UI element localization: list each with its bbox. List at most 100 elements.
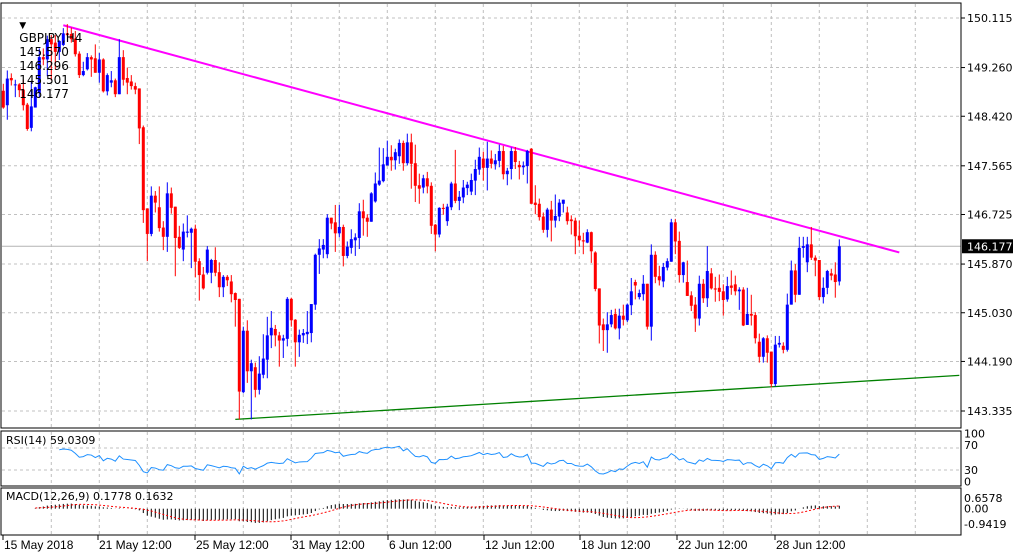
bearish-candle: [25, 104, 29, 130]
rsi-tick-label: 70: [964, 439, 978, 452]
bullish-candle: [81, 71, 85, 76]
bullish-candle: [477, 156, 481, 170]
bullish-candle: [473, 168, 477, 181]
bearish-candle: [597, 288, 601, 326]
bearish-candle: [333, 222, 337, 234]
bullish-candle: [761, 338, 765, 357]
bearish-candle: [17, 84, 21, 91]
bullish-candle: [405, 142, 409, 164]
bearish-candle: [245, 330, 249, 372]
bearish-candle: [41, 57, 45, 60]
bearish-candle: [753, 315, 757, 339]
bullish-candle: [285, 298, 289, 339]
bearish-candle: [833, 274, 837, 283]
macd-tick-label: 0.00: [964, 503, 989, 516]
bearish-candle: [657, 276, 661, 281]
bullish-candle: [85, 57, 89, 70]
rsi-panel-frame: [0, 430, 962, 487]
bullish-candle: [661, 266, 665, 282]
bearish-candle: [225, 276, 229, 281]
bullish-candle: [209, 260, 213, 273]
bearish-candle: [721, 291, 725, 300]
bearish-candle: [481, 158, 485, 168]
bullish-candle: [805, 244, 809, 263]
bullish-candle: [525, 151, 529, 167]
time-tick-label: 28 Jun 12:00: [776, 538, 846, 552]
bullish-candle: [421, 178, 425, 188]
bullish-candle: [509, 151, 513, 169]
dropdown-triangle-icon[interactable]: ▼: [19, 21, 27, 31]
price-tick-label: 143.335: [967, 405, 1013, 418]
main-panel-frame: [0, 2, 962, 429]
bearish-candle: [429, 185, 433, 226]
bearish-candle: [329, 217, 333, 224]
bullish-candle: [553, 215, 557, 221]
low-value: 145.501: [19, 73, 69, 87]
bearish-candle: [413, 163, 417, 186]
bullish-candle: [457, 196, 461, 201]
bullish-candle: [353, 237, 357, 241]
bearish-candle: [193, 228, 197, 262]
bearish-candle: [489, 158, 493, 164]
price-tick-label: 145.870: [967, 258, 1013, 271]
bearish-candle: [513, 151, 517, 163]
bullish-candle: [777, 342, 781, 345]
bearish-candle: [49, 39, 53, 45]
bullish-candle: [33, 87, 37, 108]
bullish-candle: [241, 330, 245, 393]
bullish-candle: [545, 209, 549, 230]
bearish-candle: [93, 58, 97, 73]
price-tick-label: 148.420: [967, 110, 1013, 123]
bullish-candle: [321, 244, 325, 250]
bearish-candle: [253, 367, 257, 390]
bullish-candle: [497, 151, 501, 161]
bearish-candle: [673, 222, 677, 242]
bearish-candle: [217, 272, 221, 288]
bullish-candle: [221, 276, 225, 288]
bearish-candle: [177, 236, 181, 248]
rsi-tick-label: 30: [964, 464, 978, 477]
bullish-candle: [745, 313, 749, 325]
bullish-candle: [265, 335, 269, 360]
time-tick-label: 22 Jun 12:00: [678, 538, 748, 552]
bullish-candle: [705, 271, 709, 299]
bearish-candle: [501, 151, 505, 175]
bullish-candle: [357, 211, 361, 238]
trendlines: [63, 24, 960, 421]
bearish-candle: [401, 142, 405, 164]
bullish-candle: [301, 333, 305, 336]
bearish-candle: [685, 282, 689, 296]
bullish-candle: [29, 106, 33, 128]
bearish-candle: [433, 224, 437, 235]
bullish-candle: [393, 152, 397, 161]
bullish-candle: [185, 231, 189, 233]
price-tick-label: 147.565: [967, 160, 1013, 173]
bearish-candle: [533, 202, 537, 205]
bullish-candle: [637, 293, 641, 298]
bullish-candle: [205, 249, 209, 273]
bullish-candle: [349, 239, 353, 248]
bearish-candle: [101, 59, 105, 92]
bearish-candle: [677, 240, 681, 276]
close-value: 146.177: [19, 87, 69, 101]
bullish-candle: [117, 57, 121, 95]
bearish-candle: [689, 295, 693, 306]
bullish-candle: [381, 164, 385, 182]
bearish-candle: [293, 319, 297, 343]
time-tick-label: 31 May 12:00: [292, 538, 365, 552]
bearish-candle: [573, 220, 577, 237]
time-tick-label: 25 May 12:00: [196, 538, 269, 552]
bearish-candle: [817, 260, 821, 298]
bearish-candle: [237, 298, 241, 392]
bearish-candle: [733, 284, 737, 292]
support-trendline: [235, 374, 960, 421]
bearish-candle: [765, 338, 769, 353]
bullish-candle: [505, 170, 509, 175]
bullish-candle: [821, 287, 825, 298]
bullish-candle: [297, 334, 301, 343]
bearish-candle: [341, 226, 345, 256]
bullish-candle: [629, 291, 633, 306]
price-tick-label: 149.260: [967, 62, 1013, 75]
